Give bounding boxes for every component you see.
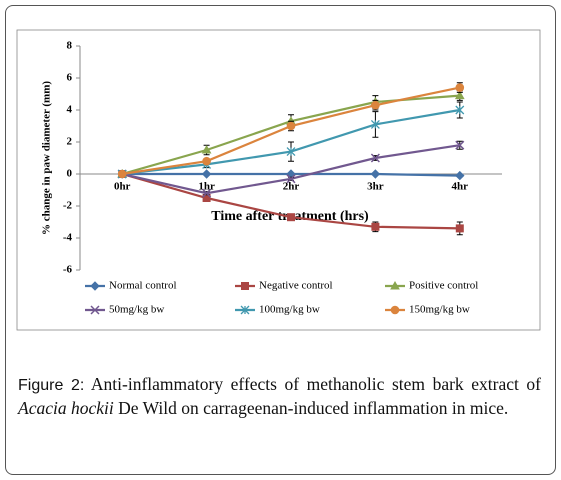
legend-marker xyxy=(90,281,100,291)
marker xyxy=(287,213,295,222)
marker xyxy=(201,144,212,154)
marker xyxy=(455,224,464,233)
y-tick-label: 4 xyxy=(67,104,73,116)
x-tick-label: 0hr xyxy=(114,181,131,193)
legend-label: Normal control xyxy=(109,280,177,292)
legend-marker xyxy=(90,305,100,315)
marker xyxy=(455,170,465,181)
marker xyxy=(202,156,211,166)
legend-marker xyxy=(390,305,400,315)
marker xyxy=(370,119,380,129)
x-tick-label: 1hr xyxy=(198,181,215,193)
y-tick-label: 6 xyxy=(67,72,73,84)
marker xyxy=(201,169,212,179)
legend-marker xyxy=(240,305,250,315)
caption-species: Acacia hockii xyxy=(18,398,114,418)
y-tick-label: 2 xyxy=(67,136,73,148)
x-tick-label: 3hr xyxy=(367,181,384,193)
legend-label: Negative control xyxy=(259,280,333,292)
figure-frame xyxy=(5,5,556,475)
marker xyxy=(202,188,212,198)
caption-text-end: De Wild on carrageenan-induced inflammat… xyxy=(118,398,509,418)
marker xyxy=(371,100,380,110)
legend-label: 50mg/kg bw xyxy=(109,304,164,316)
legend-label: 100mg/kg bw xyxy=(259,304,320,316)
y-tick-label: -4 xyxy=(63,232,73,244)
y-tick-label: -6 xyxy=(63,264,73,276)
marker xyxy=(286,147,296,157)
legend-marker xyxy=(241,282,249,290)
y-tick-label: 0 xyxy=(67,168,73,180)
legend-marker xyxy=(390,280,400,290)
caption: Figure 2: Anti-inflammatory effects of m… xyxy=(18,373,541,420)
marker xyxy=(454,90,465,100)
x-tick-label: 2hr xyxy=(283,181,300,193)
y-tick-label: 8 xyxy=(67,40,73,52)
series-line xyxy=(121,94,460,176)
chart-border xyxy=(16,29,541,331)
x-tick-label: 4hr xyxy=(452,181,469,193)
caption-label: Figure 2: xyxy=(18,377,85,394)
legend-label: Positive control xyxy=(409,280,478,292)
marker xyxy=(455,105,465,115)
caption-text: Anti-inflammatory effects of methanolic … xyxy=(90,374,541,394)
marker xyxy=(370,169,381,179)
marker xyxy=(455,140,465,150)
marker xyxy=(371,222,380,231)
y-axis-title: % change in paw diameter (mm) xyxy=(41,81,53,235)
marker xyxy=(455,83,465,92)
marker xyxy=(286,174,296,184)
legend-label: 150mg/kg bw xyxy=(409,304,470,316)
y-tick-label: -2 xyxy=(63,200,73,212)
marker xyxy=(117,169,127,179)
marker xyxy=(286,121,296,131)
marker xyxy=(370,153,380,163)
